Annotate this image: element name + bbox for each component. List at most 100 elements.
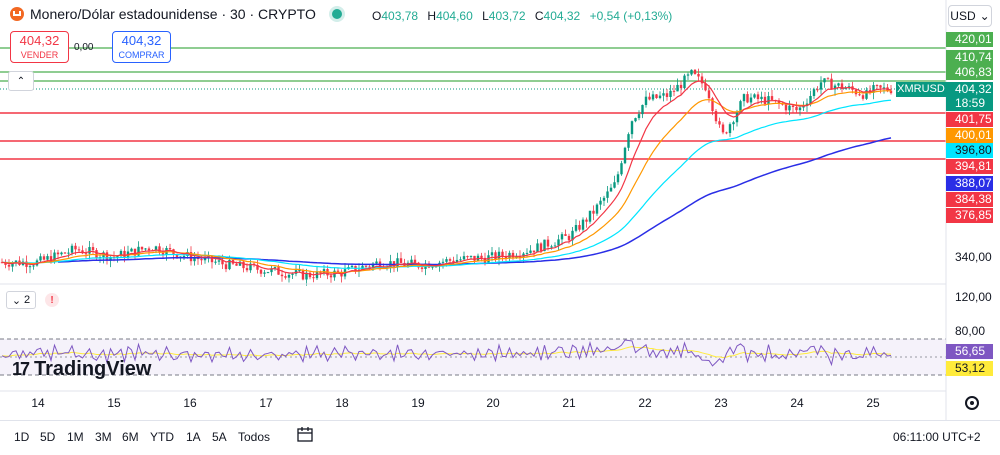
candle-body: [189, 252, 193, 262]
candle-body: [32, 265, 35, 267]
sell-button[interactable]: 404,32 VENDER: [10, 31, 69, 63]
candle-body: [756, 94, 760, 100]
candle-body: [287, 274, 291, 278]
candle-body: [557, 239, 560, 246]
candle-body: [795, 107, 798, 111]
candle-body: [273, 267, 277, 269]
candle-body: [840, 83, 844, 90]
candle-body: [620, 163, 623, 175]
candle-body: [830, 78, 833, 90]
price-label: 388,07: [946, 176, 993, 191]
candle-body: [490, 252, 494, 256]
rsi-value-label: 56,65: [946, 344, 993, 359]
collapse-legend-button[interactable]: ⌃: [8, 71, 34, 91]
candle-body: [277, 267, 280, 275]
clock-timezone[interactable]: 06:11:00 UTC+2: [893, 430, 981, 444]
candle-body: [147, 248, 151, 251]
candle-body: [609, 187, 613, 192]
candle-body: [571, 230, 574, 241]
currency-selector[interactable]: USD ⌄: [948, 5, 992, 27]
time-tick-label: 23: [714, 396, 728, 410]
market-open-icon: [331, 9, 342, 19]
candle-body: [686, 74, 690, 76]
candle-body: [284, 276, 287, 278]
candle-body: [665, 93, 669, 97]
candle-body: [483, 257, 487, 263]
candle-body: [399, 258, 403, 263]
price-label: 406,83: [946, 65, 993, 80]
price-label: 396,80: [946, 143, 993, 158]
candle-body: [844, 87, 847, 90]
timeframe-button-1d[interactable]: 1D: [14, 430, 30, 444]
candle-body: [634, 118, 637, 122]
candle-body: [305, 272, 308, 280]
warning-icon[interactable]: !: [45, 293, 59, 307]
candle-body: [812, 89, 816, 96]
indicator-count-toggle[interactable]: ⌄ 2: [6, 291, 36, 309]
timeframe-button-ytd[interactable]: YTD: [150, 430, 174, 444]
candle-body: [312, 277, 315, 279]
buy-button[interactable]: 404,32 COMPRAR: [112, 31, 171, 63]
tradingview-logo[interactable]: 17 TradingView: [12, 358, 151, 381]
candle-body: [770, 96, 774, 100]
candle-body: [245, 268, 249, 271]
timeframe-button-6m[interactable]: 6M: [122, 430, 139, 444]
candle-body: [7, 264, 11, 267]
candle-body: [441, 261, 445, 263]
candle-body: [63, 252, 67, 254]
candle-body: [606, 191, 609, 198]
candle-body: [735, 112, 739, 123]
symbol-title[interactable]: Monero/Dólar estadounidense · 30 · CRYPT…: [10, 6, 342, 22]
candle-body: [123, 250, 126, 258]
candle-body: [732, 122, 735, 125]
candle-body: [413, 259, 417, 263]
time-tick-label: 18: [335, 396, 349, 410]
candle-body: [550, 246, 553, 248]
time-tick-label: 14: [31, 396, 45, 410]
candle-body: [301, 270, 305, 280]
timeframe-button-5d[interactable]: 5D: [40, 430, 56, 444]
chevron-down-icon: ⌄: [979, 9, 990, 23]
timeframe-button-1a[interactable]: 1A: [186, 430, 201, 444]
candle-body: [742, 94, 746, 102]
candle-body: [627, 134, 630, 148]
candle-body: [494, 252, 497, 260]
candle-body: [249, 263, 252, 271]
time-tick-label: 25: [866, 396, 880, 410]
candle-body: [672, 90, 676, 92]
timeframe-button-5a[interactable]: 5A: [212, 430, 227, 444]
candle-body: [49, 256, 53, 263]
timeframe-button-todos[interactable]: Todos: [238, 430, 271, 444]
candle-body: [543, 239, 546, 252]
candle-body: [158, 246, 161, 253]
settings-gear-icon[interactable]: [965, 396, 979, 410]
candle-body: [350, 265, 354, 268]
calendar-range-icon[interactable]: [296, 426, 314, 442]
candle-body: [683, 75, 686, 89]
candle-body: [119, 250, 123, 257]
candle-body: [130, 248, 133, 252]
timeframe-button-3m[interactable]: 3M: [95, 430, 112, 444]
candle-body: [700, 76, 704, 84]
candle-body: [669, 90, 672, 97]
candle-body: [137, 246, 140, 256]
timeframe-button-1m[interactable]: 1M: [67, 430, 84, 444]
candle-body: [371, 263, 375, 268]
candle-body: [263, 272, 266, 274]
candle-body: [501, 251, 504, 257]
bottom-toolbar: [0, 420, 1000, 455]
candle-body: [816, 89, 819, 91]
price-tick-label: 120,00: [955, 290, 992, 304]
candle-body: [77, 249, 81, 251]
candle-body: [637, 114, 641, 119]
candle-body: [144, 248, 147, 250]
candle-body: [266, 272, 270, 274]
candle-body: [693, 69, 697, 74]
candle-body: [228, 259, 231, 270]
candle-body: [116, 256, 119, 258]
time-tick-label: 24: [790, 396, 804, 410]
candle-body: [595, 204, 599, 214]
candle-body: [140, 246, 144, 250]
candle-body: [875, 85, 879, 87]
